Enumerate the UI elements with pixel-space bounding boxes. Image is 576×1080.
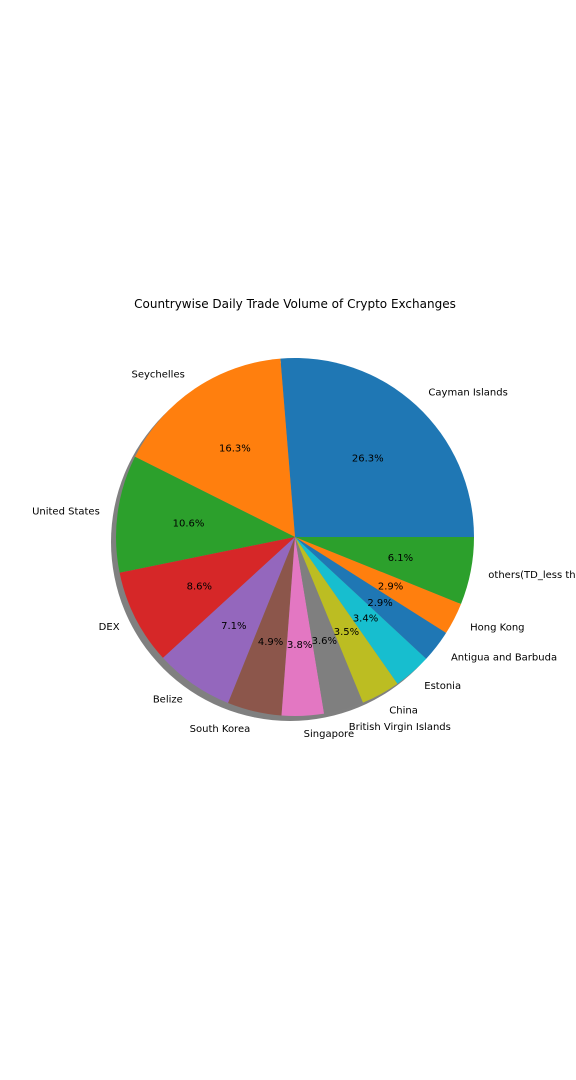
pie-slice-dex — [119, 537, 295, 658]
pie-slice-british-virgin-islands — [295, 537, 363, 714]
slice-label-dex: DEX — [99, 622, 120, 633]
slice-pct-label-british-virgin-islands: 3.6% — [312, 636, 337, 647]
slice-label-china: China — [389, 705, 418, 716]
slice-pct-label-cayman-islands: 26.3% — [352, 454, 384, 465]
slice-label-antigua-and-barbuda: Antigua and Barbuda — [451, 653, 557, 664]
slice-pct-label-seychelles: 16.3% — [219, 443, 251, 454]
slice-pct-label-china: 3.5% — [334, 627, 359, 638]
pie-slice-south-korea — [228, 537, 295, 716]
slice-pct-label-singapore: 3.8% — [287, 640, 312, 651]
slice-label-singapore: Singapore — [304, 729, 354, 740]
pie-slice-singapore — [281, 537, 325, 716]
pie-slice-belize — [162, 537, 295, 704]
slice-label-south-korea: South Korea — [190, 724, 251, 735]
slice-label-united-states: United States — [32, 507, 100, 518]
pie-slice-seychelles — [135, 358, 295, 537]
pie-slices — [116, 358, 474, 716]
slice-label-belize: Belize — [153, 694, 183, 705]
slice-pct-label-south-korea: 4.9% — [258, 637, 283, 648]
slice-label-cayman-islands: Cayman Islands — [428, 388, 507, 399]
slice-label-estonia: Estonia — [424, 681, 461, 692]
pie-slice-others-td-less-th — [295, 537, 474, 604]
pie-slice-hong-kong — [295, 537, 462, 633]
pie-slice-estonia — [295, 537, 427, 684]
slice-pct-label-antigua-and-barbuda: 2.9% — [367, 598, 392, 609]
slice-pct-label-others-td-less-th: 6.1% — [388, 553, 413, 564]
pie-slice-china — [295, 537, 398, 703]
slice-pct-label-belize: 7.1% — [221, 621, 246, 632]
slice-pct-label-united-states: 10.6% — [173, 518, 205, 529]
pie-slice-cayman-islands — [280, 358, 474, 537]
slice-label-british-virgin-islands: British Virgin Islands — [349, 722, 451, 733]
pie-slice-antigua-and-barbuda — [295, 537, 447, 659]
slice-label-hong-kong: Hong Kong — [470, 622, 524, 633]
slice-pct-label-estonia: 3.4% — [353, 614, 378, 625]
slice-label-others-td-less-th: others(TD_less th — [488, 570, 575, 581]
chart-title: Countrywise Daily Trade Volume of Crypto… — [134, 297, 456, 311]
pie-slice-united-states — [116, 456, 295, 573]
slice-pct-label-hong-kong: 2.9% — [378, 582, 403, 593]
slice-pct-label-dex: 8.6% — [187, 581, 212, 592]
slice-label-seychelles: Seychelles — [132, 369, 185, 380]
pie-labels: Cayman Islands 26.3% Seychelles 16.3% United… — [32, 369, 576, 740]
